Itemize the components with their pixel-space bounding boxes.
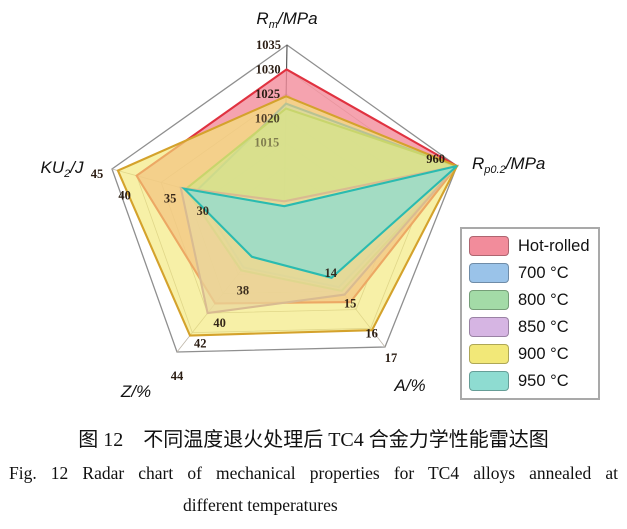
caption-english-line1: Fig. 12 Radar chart of mechanical proper… — [9, 463, 618, 483]
tick-label-KU2-30: 30 — [196, 204, 209, 218]
axis-title-A: A/% — [393, 376, 425, 395]
legend-swatch-900-c — [469, 344, 509, 364]
radar-chart-svg: 1035 1030 1025 1020 1015 960 17 16 15 14 44 42 40 38 4… — [41, 9, 546, 401]
legend-label-900-c: 900 °C — [518, 345, 569, 363]
axis-title-KU2: KU2/J — [41, 158, 84, 180]
legend-swatch-850-c — [469, 317, 509, 337]
tick-label-Rm-1030: 1030 — [256, 62, 281, 76]
legend-label-800-c: 800 °C — [518, 291, 569, 309]
axis-title-Rp02: Rp0.2/MPa — [472, 154, 545, 176]
legend-swatch-hot-rolled — [469, 236, 509, 256]
radar-chart: 1035 1030 1025 1020 1015 960 17 16 15 14 44 42 40 38 4… — [41, 9, 546, 401]
legend-item-700-c: 700 °C — [469, 262, 592, 284]
tick-label-Rm-1025: 1025 — [255, 87, 280, 101]
tick-label-Z-44: 44 — [171, 369, 184, 383]
tick-label-A-14: 14 — [324, 266, 337, 280]
caption-chinese: 图 12 不同温度退火处理后 TC4 合金力学性能雷达图 — [78, 429, 549, 451]
series-polygon-950-c — [181, 164, 458, 279]
legend-label-850-c: 850 °C — [518, 318, 569, 336]
grid-outer-pentagon — [111, 44, 458, 353]
legend-swatch-950-c — [469, 371, 509, 391]
tick-label-A-15: 15 — [344, 297, 357, 311]
tick-label-Z-42: 42 — [194, 337, 207, 351]
legend-item-850-c: 850 °C — [469, 316, 592, 338]
legend-item-800-c: 800 °C — [469, 289, 592, 311]
legend-label-hot-rolled: Hot-rolled — [518, 237, 590, 255]
axis-title-Z: Z/% — [120, 382, 151, 401]
tick-label-Rm-1035: 1035 — [256, 38, 281, 52]
legend-label-950-c: 950 °C — [518, 372, 569, 390]
legend-item-hot-rolled: Hot-rolled — [469, 235, 592, 257]
tick-label-Z-40: 40 — [213, 316, 226, 330]
tick-label-KU2-40: 40 — [118, 189, 131, 203]
tick-label-Rp02-960: 960 — [426, 152, 445, 166]
caption: 图 12 不同温度退火处理后 TC4 合金力学性能雷达图 Fig. 12 Rad… — [0, 415, 627, 517]
tick-label-KU2-45: 45 — [91, 167, 104, 181]
tick-label-Rm-1015: 1015 — [254, 136, 279, 150]
tick-label-A-17: 17 — [385, 351, 398, 365]
legend-item-900-c: 900 °C — [469, 343, 592, 365]
legend-swatch-800-c — [469, 290, 509, 310]
legend: Hot-rolled 700 °C 800 °C 850 °C 900 °C 950 °C — [460, 227, 600, 400]
axis-title-Rm: Rm/MPa — [256, 9, 317, 31]
legend-item-950-c: 950 °C — [469, 370, 592, 392]
legend-label-700-c: 700 °C — [518, 264, 569, 282]
tick-label-Rm-1020: 1020 — [255, 111, 280, 125]
legend-swatch-700-c — [469, 263, 509, 283]
caption-english-line2: different temperatures — [183, 495, 338, 515]
tick-label-Z-38: 38 — [237, 284, 250, 298]
tick-label-A-16: 16 — [365, 326, 378, 340]
tick-label-KU2-35: 35 — [164, 191, 177, 205]
